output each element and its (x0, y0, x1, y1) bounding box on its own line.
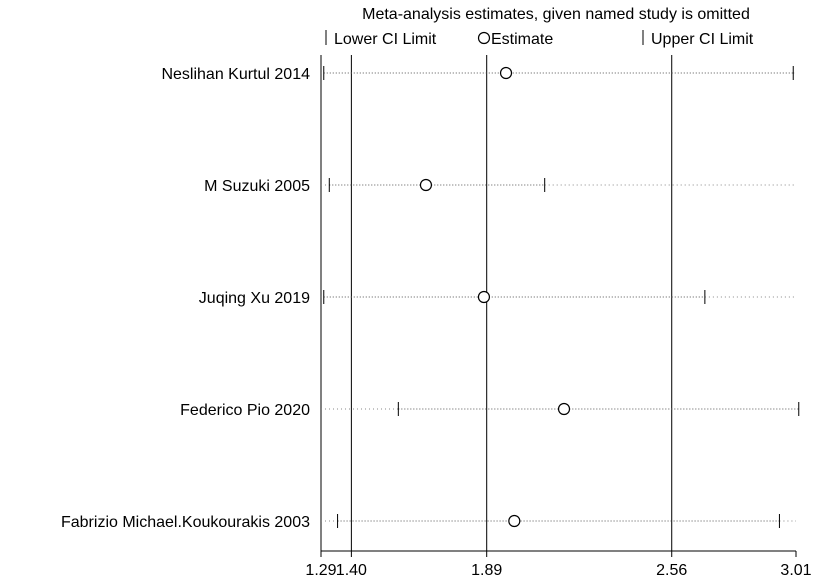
estimate-point (419, 178, 433, 192)
estimate-point (557, 402, 571, 416)
reference-lines (320, 55, 673, 551)
study-label: Neslihan Kurtul 2014 (161, 66, 310, 83)
legend-lower-label: Lower CI Limit (334, 31, 437, 48)
estimate-point (477, 290, 491, 304)
x-tick-label: 2.56 (656, 562, 687, 579)
x-tick-label: 3.01 (780, 562, 811, 579)
study-row: Neslihan Kurtul 2014 (161, 66, 796, 83)
study-rows: Neslihan Kurtul 2014 M Suzuki 2005 Juqing … (61, 66, 800, 531)
study-label: M Suzuki 2005 (204, 178, 310, 195)
x-axis: 1.29 1.40 1.89 2.56 3.01 (305, 550, 812, 579)
study-label: Juqing Xu 2019 (199, 290, 310, 307)
x-tick-label: 1.40 (336, 562, 367, 579)
estimate-point (499, 66, 513, 80)
chart-title: Meta-analysis estimates, given named stu… (362, 6, 750, 23)
study-row: Juqing Xu 2019 (199, 290, 796, 307)
estimate-point (508, 514, 521, 528)
study-label: Federico Pio 2020 (180, 402, 310, 419)
legend-upper-label: Upper CI Limit (651, 31, 754, 48)
legend: Lower CI Limit Estimate Upper CI Limit (325, 30, 754, 48)
study-row: Federico Pio 2020 (180, 402, 800, 419)
study-row: Fabrizio Michael.Koukourakis 2003 (61, 514, 796, 531)
study-label: Fabrizio Michael.Koukourakis 2003 (61, 514, 310, 531)
x-tick-label: 1.29 (305, 562, 336, 579)
study-row: M Suzuki 2005 (204, 178, 796, 195)
legend-estimate-marker (477, 31, 491, 45)
x-tick-label: 1.89 (471, 562, 502, 579)
legend-estimate-label: Estimate (491, 31, 553, 48)
